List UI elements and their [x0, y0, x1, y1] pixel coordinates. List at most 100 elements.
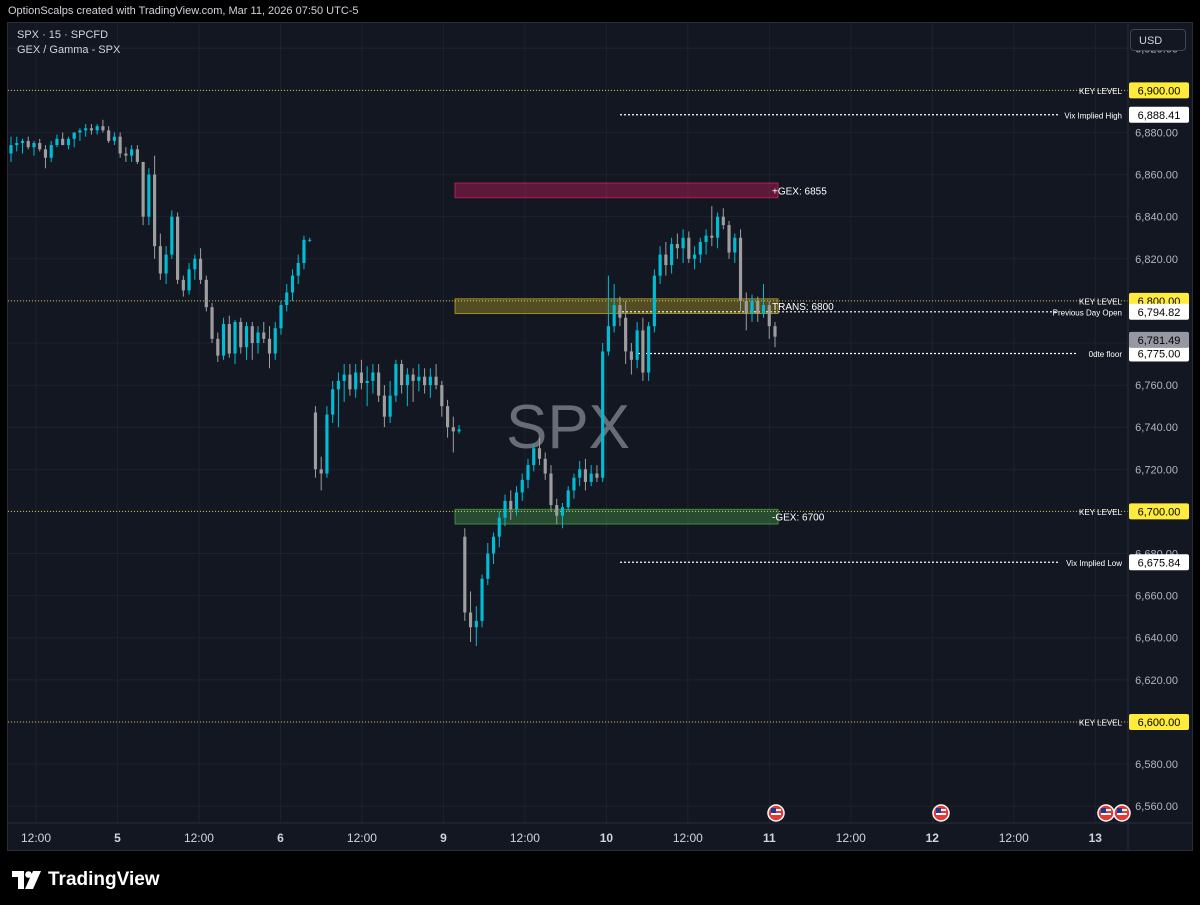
candle-body — [606, 326, 610, 352]
time-tick-label: 12:00 — [999, 831, 1029, 845]
time-tick-label: 12:00 — [673, 831, 703, 845]
candle-body — [15, 143, 19, 146]
time-tick-label: 12:00 — [836, 831, 866, 845]
candle-body — [658, 254, 662, 276]
candle-body — [302, 239, 306, 263]
key-level-price-badge-box — [1129, 503, 1189, 520]
dotted-level-label: Vix Implied High — [1064, 111, 1122, 120]
candle-body — [601, 351, 605, 478]
candle-body — [141, 161, 145, 217]
candle-body — [491, 536, 496, 554]
chart-credit-bar: OptionScalps created with TradingView.co… — [0, 0, 1200, 22]
currency-button[interactable]: USD — [1130, 29, 1186, 51]
key-level-label: KEY LEVEL — [1079, 718, 1123, 727]
candle-body — [336, 380, 341, 390]
candle-body — [595, 473, 599, 478]
tradingview-wordmark: TradingView — [48, 869, 160, 890]
us-flag-icon — [932, 804, 950, 822]
candle-body — [532, 448, 536, 466]
candle-body — [566, 490, 570, 508]
us-flag-icon — [1113, 804, 1131, 822]
candle-body — [233, 321, 237, 354]
candle-body — [325, 414, 329, 474]
candle-body — [124, 153, 128, 156]
candle-body — [279, 305, 283, 329]
candle-body — [721, 216, 725, 226]
price-tick-label: 6,560.00 — [1135, 801, 1178, 813]
price-tick-label: 6,820.00 — [1135, 254, 1178, 266]
candle-body — [187, 269, 191, 291]
candle-body — [371, 372, 375, 381]
us-flag-icon-stripe — [1117, 813, 1127, 815]
gex-zone-label: -GEX: 6700 — [772, 513, 825, 524]
time-tick-label: 5 — [114, 831, 121, 845]
level-price-badge: 6,888.41 — [1129, 106, 1189, 123]
candle-body — [49, 145, 53, 158]
candle-body — [239, 321, 243, 348]
candle-body — [641, 330, 645, 373]
candle-body — [733, 237, 737, 253]
candle-body — [107, 130, 111, 141]
candle-body — [250, 326, 254, 343]
us-flag-icon-stripe — [771, 813, 781, 815]
candle-body — [394, 364, 398, 396]
us-flag-icon-canton — [1117, 808, 1122, 813]
price-tick-label: 6,740.00 — [1135, 422, 1178, 434]
candle-body — [405, 374, 409, 386]
candle-body — [624, 317, 628, 352]
tradingview-brand[interactable]: TradingView — [12, 869, 160, 891]
candle-body — [262, 332, 266, 339]
candle-body — [377, 372, 381, 396]
candle-body — [216, 338, 220, 356]
us-flag-icon-canton — [1101, 808, 1106, 813]
dotted-level-label: Previous Day Open — [1053, 308, 1122, 317]
candle-body — [170, 216, 174, 255]
indicator-legend[interactable]: GEX / Gamma - SPX — [17, 44, 121, 56]
candle-body — [9, 145, 13, 154]
candle-body — [480, 578, 484, 621]
candle-body — [738, 237, 743, 301]
chart-pane[interactable]: SPX +GEX: 6855 TRANS: 6800 -GEX: 6700 KEY LE… — [7, 22, 1193, 851]
candle-body — [112, 136, 116, 141]
candle-body — [198, 258, 203, 280]
candle-body — [767, 305, 771, 327]
key-level-label: KEY LEVEL — [1079, 508, 1123, 517]
dotted-level-label: 0dte floor — [1089, 350, 1123, 359]
candle-body — [256, 332, 260, 343]
candle-body — [486, 553, 490, 579]
candle-body — [164, 254, 168, 274]
candle-body — [354, 372, 358, 390]
time-tick-label: 13 — [1089, 831, 1103, 845]
candle-body — [32, 143, 36, 148]
level-price-badge-text: 6,888.41 — [1138, 110, 1181, 122]
candle-body — [750, 300, 754, 314]
last-price-badge-text: 6,781.49 — [1138, 335, 1181, 347]
candle-body — [20, 140, 25, 143]
symbol-legend[interactable]: SPX · 15 · SPCFD — [17, 29, 109, 41]
grid-lines — [8, 23, 1128, 823]
key-level-label: KEY LEVEL — [1079, 297, 1123, 306]
candle-body — [583, 469, 588, 482]
level-price-badge-text: 6,775.00 — [1138, 349, 1181, 361]
candle-body — [411, 374, 415, 381]
price-tick-label: 6,620.00 — [1135, 675, 1178, 687]
candle-body — [635, 330, 639, 360]
candlestick-chart[interactable]: SPX +GEX: 6855 TRANS: 6800 -GEX: 6700 KEY LE… — [8, 23, 1193, 851]
candle-body — [331, 389, 335, 415]
candle-body — [715, 216, 720, 238]
candle-body — [43, 149, 48, 158]
candle-body — [118, 136, 122, 154]
candle-body — [89, 128, 94, 131]
last-price-badge: 6,781.49 — [1129, 331, 1189, 348]
candle-body — [445, 406, 450, 428]
candle-body — [451, 427, 455, 432]
candle-body — [72, 132, 76, 139]
us-flag-icon — [767, 804, 785, 822]
candle-body — [221, 324, 226, 356]
candle-body — [440, 385, 444, 407]
price-tick-label: 6,880.00 — [1135, 127, 1178, 139]
candle-body — [629, 351, 633, 360]
candle-body — [572, 477, 576, 491]
candle-body — [474, 620, 478, 628]
candle-body — [428, 376, 432, 386]
